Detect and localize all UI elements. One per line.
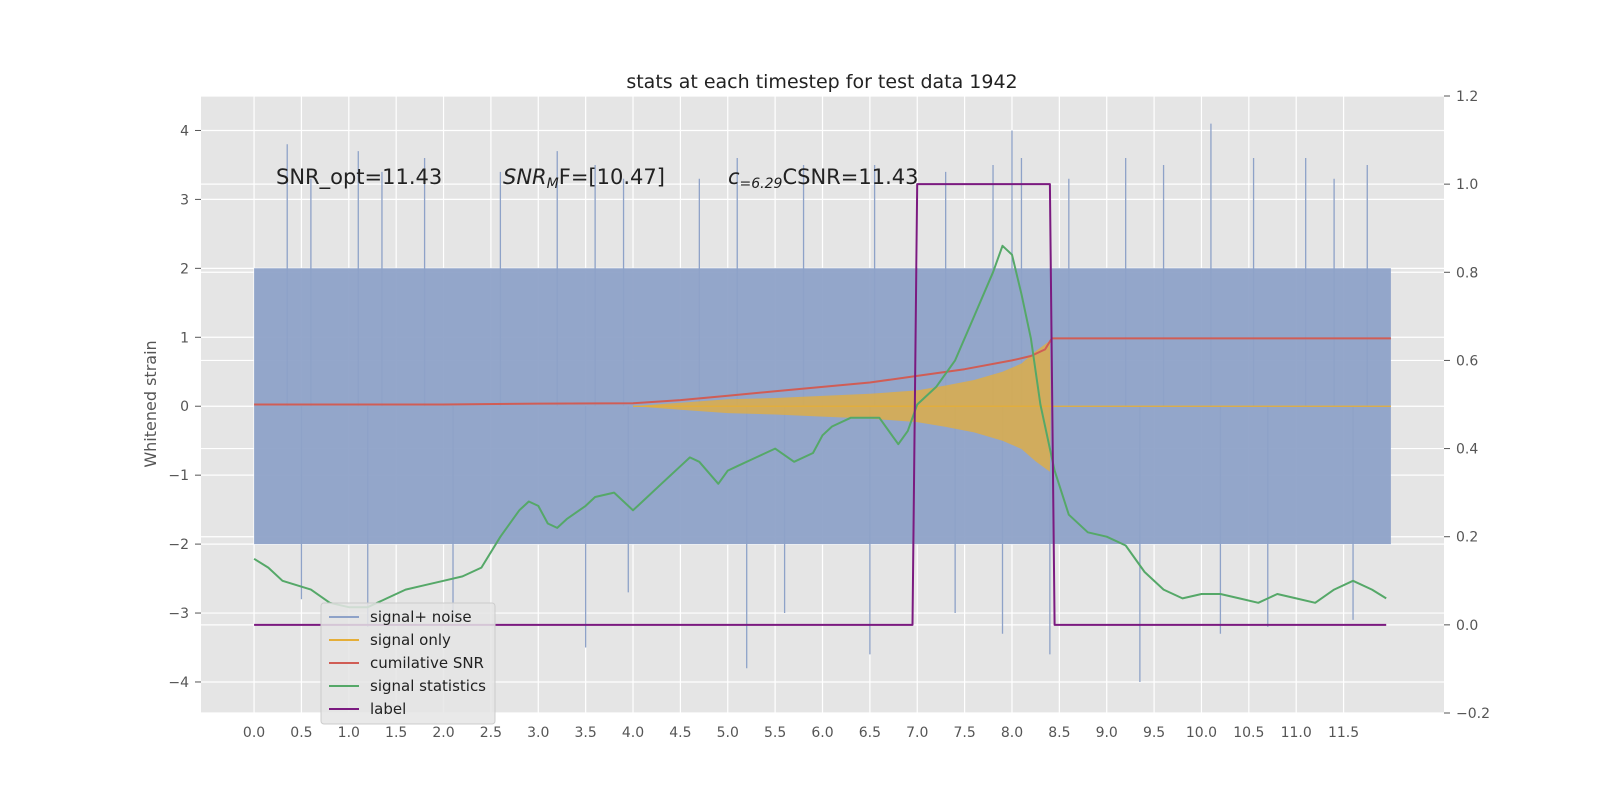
y-tick-label: 3 bbox=[180, 192, 189, 208]
y-tick-label: 4 bbox=[180, 123, 189, 139]
annotation-snr-mf: SNRMF=[10.47] bbox=[503, 165, 665, 192]
y-tick-label: 2 bbox=[180, 261, 189, 277]
y-tick-label: −1 bbox=[168, 468, 189, 484]
x-tick-label: 5.5 bbox=[764, 725, 786, 741]
annotation-chirp-mass-sub: =6.29 bbox=[740, 176, 783, 192]
series-cumilative-snr-line bbox=[254, 337, 1391, 406]
x-tick-label: 4.5 bbox=[669, 725, 691, 741]
x-tick-label: 2.0 bbox=[432, 725, 454, 741]
y2-tick-label: 0.6 bbox=[1456, 353, 1478, 369]
x-tick-label: 5.0 bbox=[717, 725, 739, 741]
x-tick-label: 11.5 bbox=[1328, 725, 1359, 741]
y-tick-label: −2 bbox=[168, 537, 189, 553]
legend-item-label: label bbox=[329, 700, 406, 718]
x-tick-label: 8.5 bbox=[1048, 725, 1070, 741]
annotation-chirp-mass: c=6.29CSNR=11.43 bbox=[728, 165, 918, 192]
legend: signal+ noise signal only cumilative SNR… bbox=[320, 602, 496, 725]
annotation-snr-mf-sub: M bbox=[547, 176, 559, 192]
legend-item-signal-statistics: signal statistics bbox=[329, 677, 486, 695]
annotation-chirp-mass-symbol: c bbox=[728, 165, 740, 189]
annotation-snr-mf-symbol: SNR bbox=[503, 165, 547, 189]
y2-tick-label: −0.2 bbox=[1456, 706, 1490, 722]
chart-title: stats at each timestep for test data 194… bbox=[626, 71, 1017, 93]
y-axis-label: Whitened strain bbox=[141, 340, 160, 467]
axes: 0.0 0.5 1.0 1.5 2.0 2.5 3.0 3.5 4.0 4.5 5.0 5.5 6.0 6… bbox=[168, 89, 1490, 741]
legend-item-cumilative-snr: cumilative SNR bbox=[329, 654, 484, 672]
legend-label-signal-only: signal only bbox=[370, 631, 451, 649]
x-tick-label: 2.5 bbox=[480, 725, 502, 741]
y-tick-label: 1 bbox=[180, 330, 189, 346]
x-tick-label: 9.0 bbox=[1096, 725, 1118, 741]
x-tick-label: 6.5 bbox=[859, 725, 881, 741]
annotations: SNR_opt=11.43 SNRMF=[10.47] c=6.29CSNR=1… bbox=[276, 165, 918, 192]
y-tick-label: −4 bbox=[168, 675, 189, 691]
y2-tick-label: 0.8 bbox=[1456, 265, 1478, 281]
y2-tick-label: 1.0 bbox=[1456, 177, 1478, 193]
x-tick-label: 0.0 bbox=[243, 725, 265, 741]
legend-label-signal-statistics: signal statistics bbox=[370, 677, 486, 695]
x-tick-label: 1.0 bbox=[338, 725, 360, 741]
y-tick-label: −3 bbox=[168, 606, 189, 622]
x-tick-label: 7.5 bbox=[953, 725, 975, 741]
x-tick-label: 10.5 bbox=[1233, 725, 1264, 741]
x-tick-label: 3.0 bbox=[527, 725, 549, 741]
legend-label-cumilative-snr: cumilative SNR bbox=[370, 654, 484, 672]
y2-tick-label: 0.2 bbox=[1456, 530, 1478, 546]
y-tick-label: 0 bbox=[180, 399, 189, 415]
x-tick-label: 8.0 bbox=[1001, 725, 1023, 741]
legend-label-signal-noise: signal+ noise bbox=[370, 608, 472, 626]
legend-label-label: label bbox=[370, 700, 406, 718]
y2-tick-label: 0.0 bbox=[1456, 618, 1478, 634]
series-label-line bbox=[254, 183, 1387, 626]
legend-item-signal-only: signal only bbox=[329, 631, 451, 649]
annotation-chirp-mass-value: CSNR=11.43 bbox=[782, 165, 918, 189]
x-tick-label: 6.0 bbox=[811, 725, 833, 741]
legend-item-signal-noise: signal+ noise bbox=[329, 608, 472, 626]
series-signal-statistics-line bbox=[253, 244, 1387, 609]
x-tick-label: 0.5 bbox=[290, 725, 312, 741]
x-tick-label: 1.5 bbox=[385, 725, 407, 741]
y2-tick-label: 1.2 bbox=[1456, 89, 1478, 105]
series-layer bbox=[253, 123, 1391, 682]
x-tick-label: 9.5 bbox=[1143, 725, 1165, 741]
x-tick-label: 4.0 bbox=[622, 725, 644, 741]
x-tick-label: 10.0 bbox=[1186, 725, 1217, 741]
x-tick-label: 7.0 bbox=[906, 725, 928, 741]
annotation-snr-mf-value: F=[10.47] bbox=[559, 165, 665, 189]
annotation-snr-opt: SNR_opt=11.43 bbox=[276, 165, 442, 190]
x-tick-label: 3.5 bbox=[575, 725, 597, 741]
legend-box bbox=[320, 602, 496, 725]
y2-tick-label: 0.4 bbox=[1456, 442, 1478, 458]
x-tick-label: 11.0 bbox=[1281, 725, 1312, 741]
